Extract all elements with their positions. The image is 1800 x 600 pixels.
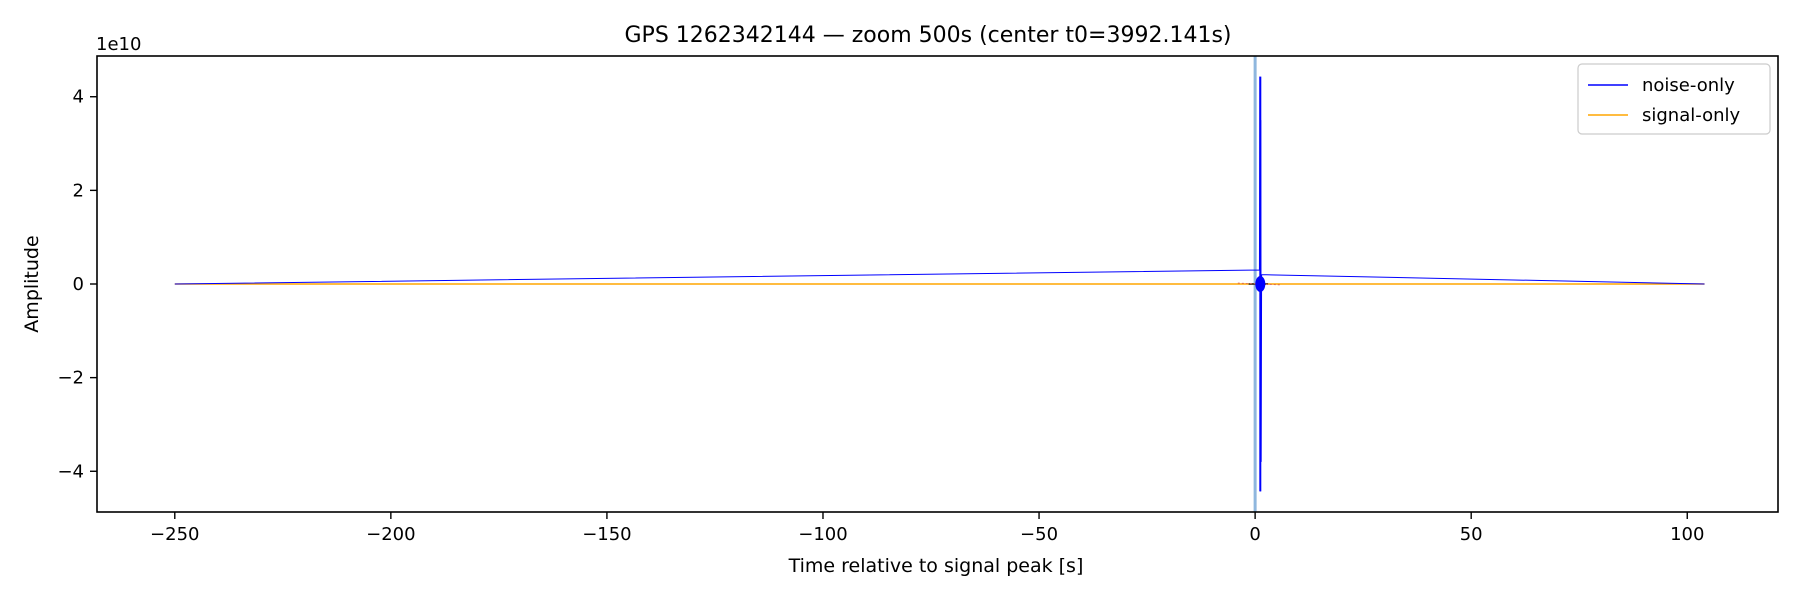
y-tick-label: 2 xyxy=(73,180,84,201)
legend: noise-only signal-only xyxy=(1577,63,1771,135)
y-tick-label: −2 xyxy=(57,368,84,389)
y-tick-label: 0 xyxy=(73,274,84,295)
x-axis-label: Time relative to signal peak [s] xyxy=(788,555,1084,577)
y-tick-label: −4 xyxy=(57,461,84,482)
legend-label: signal-only xyxy=(1642,105,1740,126)
x-tick-label: −250 xyxy=(150,524,199,545)
series-line-noise-only xyxy=(174,76,1705,492)
x-tick-label: −50 xyxy=(1020,524,1058,545)
legend-box xyxy=(1577,63,1771,135)
x-tick-label: 0 xyxy=(1249,524,1260,545)
y-axis-offset-label: 1e10 xyxy=(96,34,141,55)
plot-area xyxy=(174,56,1705,512)
x-tick-label: −150 xyxy=(582,524,631,545)
x-tick-label: 50 xyxy=(1460,524,1483,545)
y-axis-label: Amplitude xyxy=(21,235,43,332)
y-tick-label: 4 xyxy=(73,87,84,108)
x-tick-label: 100 xyxy=(1670,524,1704,545)
x-tick-label: −100 xyxy=(798,524,847,545)
y-axis-ticks: −4 −2 0 2 4 xyxy=(57,87,97,482)
x-axis-ticks: −250 −200 −150 −100 −50 0 50 100 xyxy=(150,512,1704,545)
legend-label: noise-only xyxy=(1642,75,1735,96)
axes-frame xyxy=(96,55,1779,513)
chart-title: GPS 1262342144 — zoom 500s (center t0=39… xyxy=(625,23,1232,48)
x-tick-label: −200 xyxy=(366,524,415,545)
